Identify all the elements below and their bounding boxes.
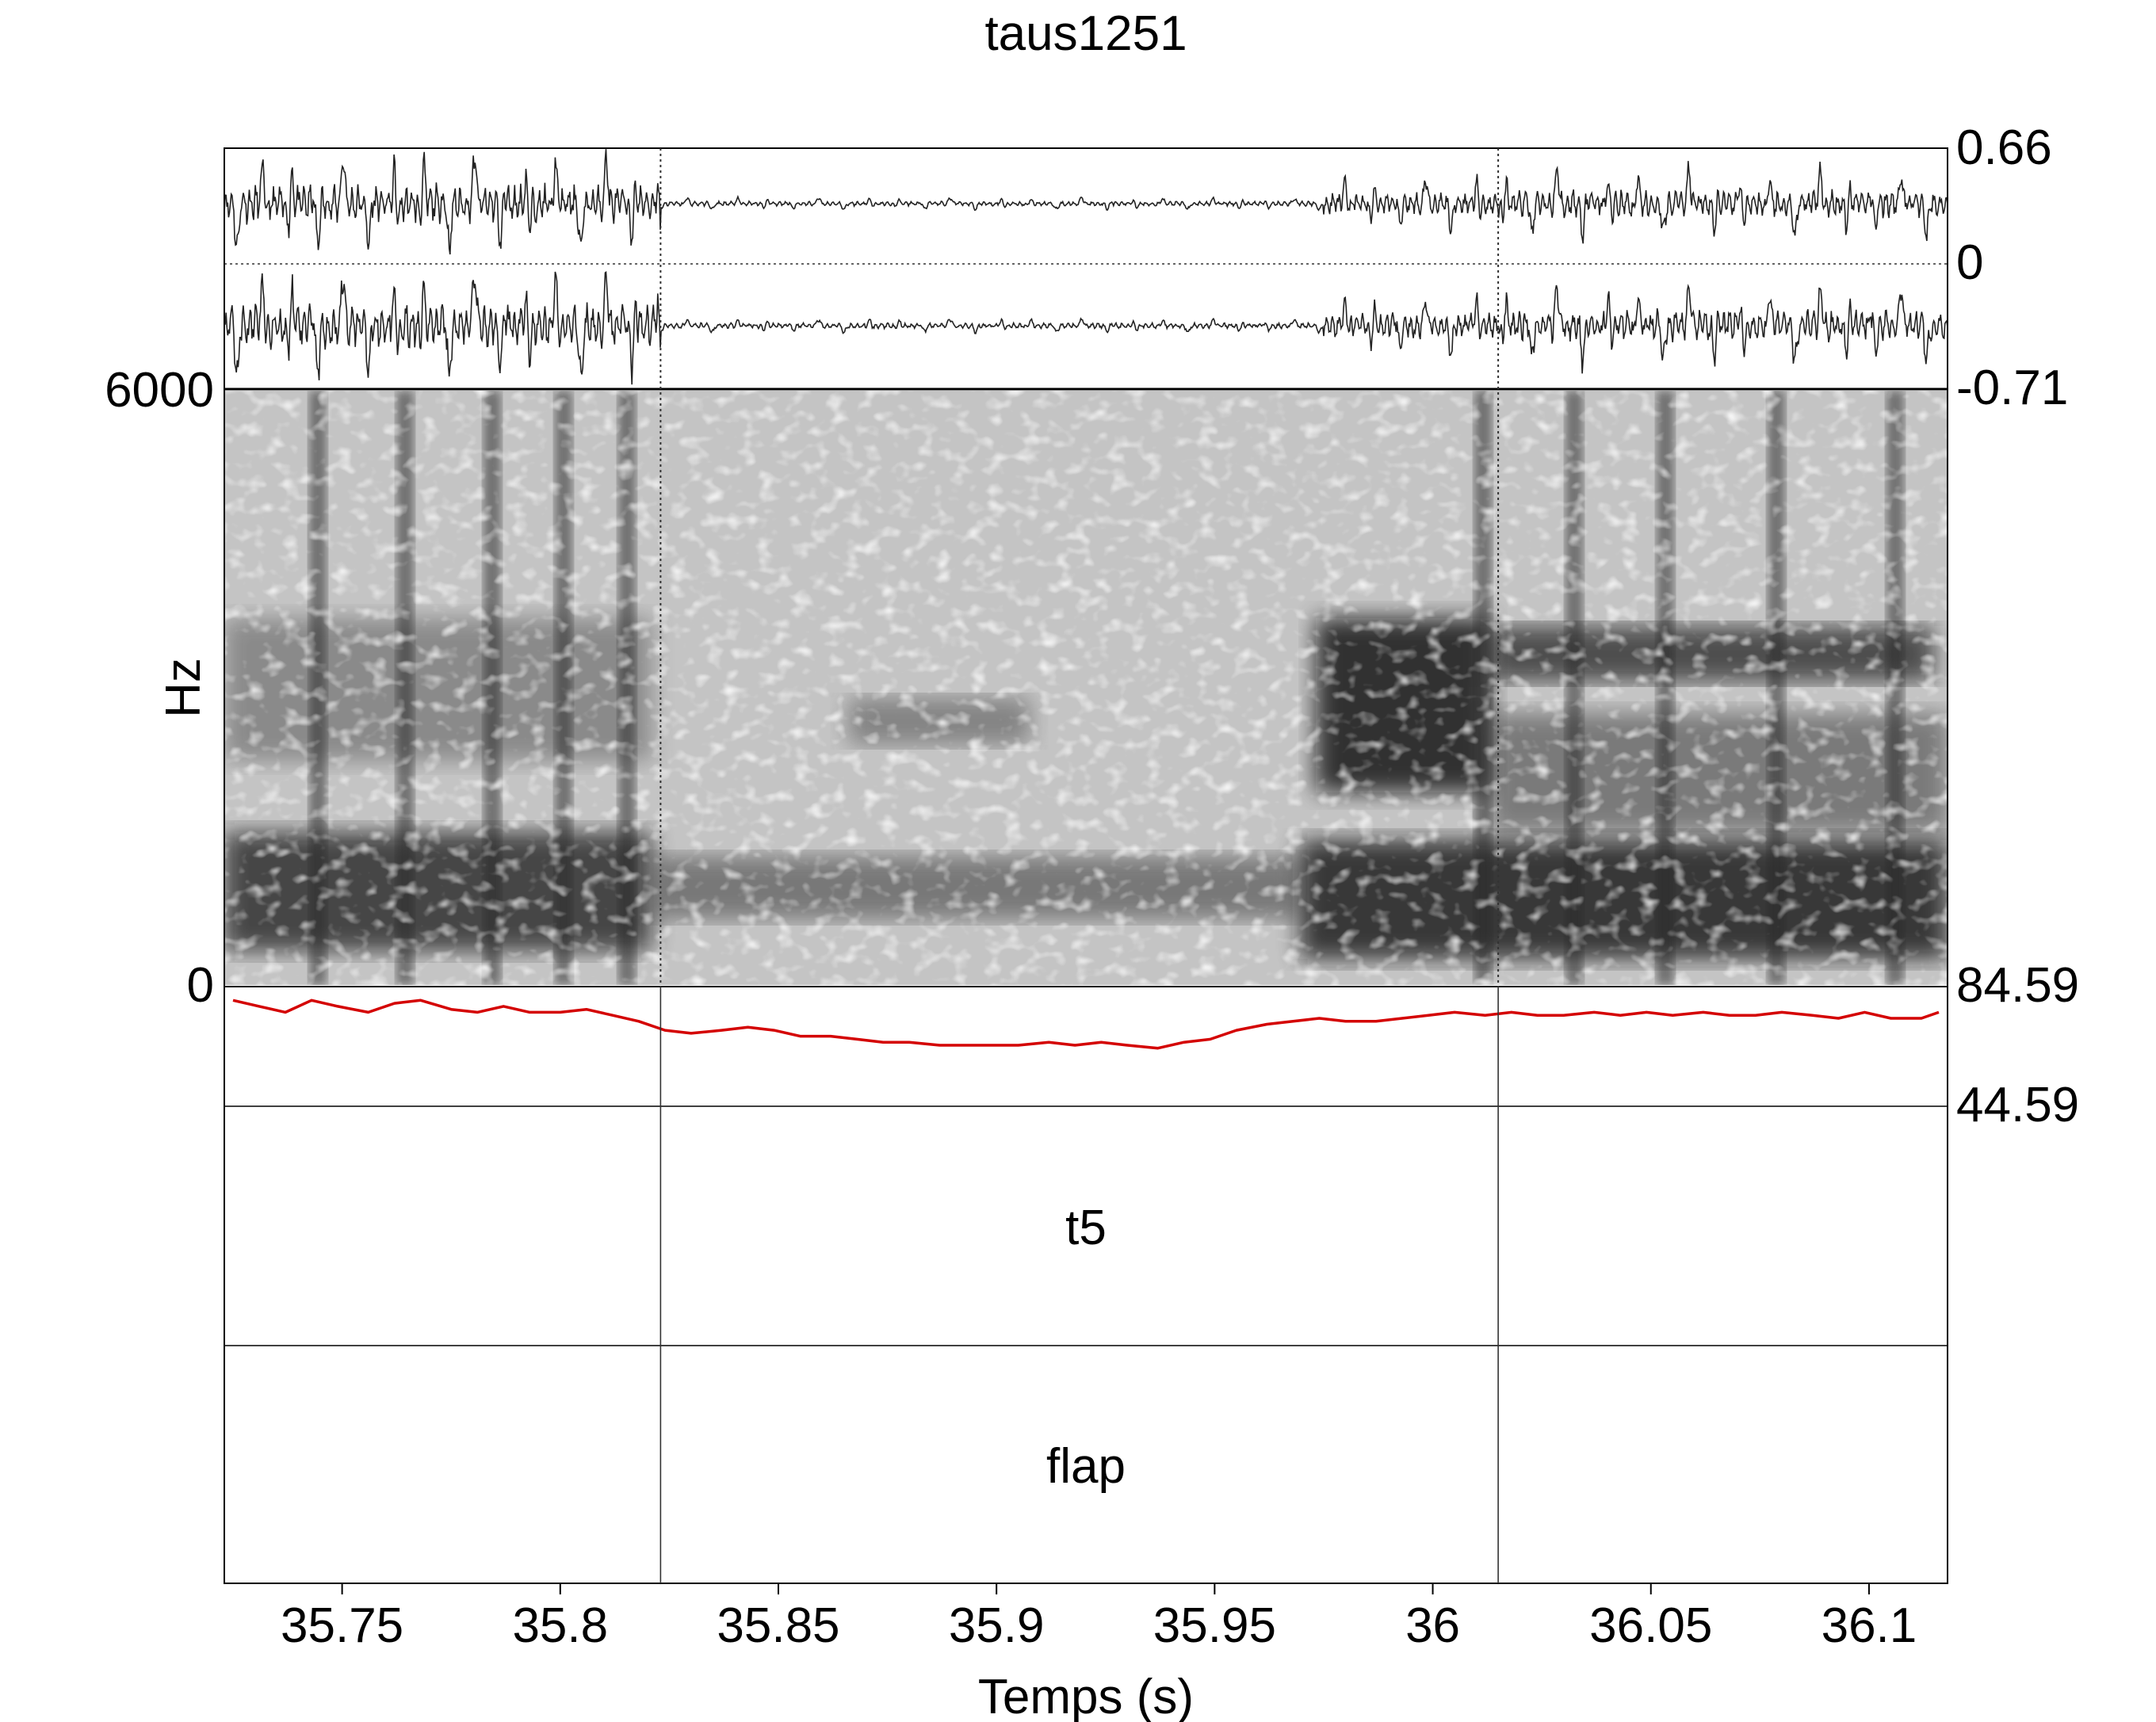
x-axis: 35.75 35.8 35.85 35.9 35.95 36 36.05 36.1 xyxy=(281,1583,1917,1653)
x-tick-label: 36.1 xyxy=(1822,1598,1917,1653)
intensity-panel xyxy=(232,998,1940,1050)
intensity-curve xyxy=(232,998,1940,1050)
waveform-channel xyxy=(224,271,1948,385)
x-tick-label: 35.8 xyxy=(512,1598,608,1653)
waveform-ymin-label: -0.71 xyxy=(1956,361,2068,415)
spectrogram-panel xyxy=(224,391,1948,985)
panel-frames xyxy=(224,147,1948,1584)
spectrogram-ymax-label: 6000 xyxy=(105,363,214,418)
intensity-ymin-label: 44.59 xyxy=(1956,1078,2079,1132)
x-tick-label: 35.75 xyxy=(281,1598,403,1653)
x-tick-label: 35.95 xyxy=(1153,1598,1276,1653)
tier-1-label: t5 xyxy=(1065,1201,1107,1255)
y-axis-label: Hz xyxy=(156,658,211,718)
chart-title: taus1251 xyxy=(984,6,1187,61)
waveform-channel xyxy=(224,149,1948,255)
waveform-zero-label: 0 xyxy=(1956,235,1983,290)
x-tick-label: 36.05 xyxy=(1589,1598,1712,1653)
waveform-ymax-label: 0.66 xyxy=(1956,120,2052,175)
spectrogram-ymin-label: 0 xyxy=(187,958,214,1013)
x-tick-label: 35.85 xyxy=(717,1598,839,1653)
x-tick-label: 35.9 xyxy=(949,1598,1045,1653)
intensity-ymax-label: 84.59 xyxy=(1956,958,2079,1013)
tier-2-label: flap xyxy=(1046,1439,1126,1494)
waveform-panel xyxy=(224,149,1948,385)
x-axis-label: Temps (s) xyxy=(978,1670,1194,1722)
x-tick-label: 36 xyxy=(1405,1598,1460,1653)
interval-boundaries xyxy=(659,148,1500,1583)
